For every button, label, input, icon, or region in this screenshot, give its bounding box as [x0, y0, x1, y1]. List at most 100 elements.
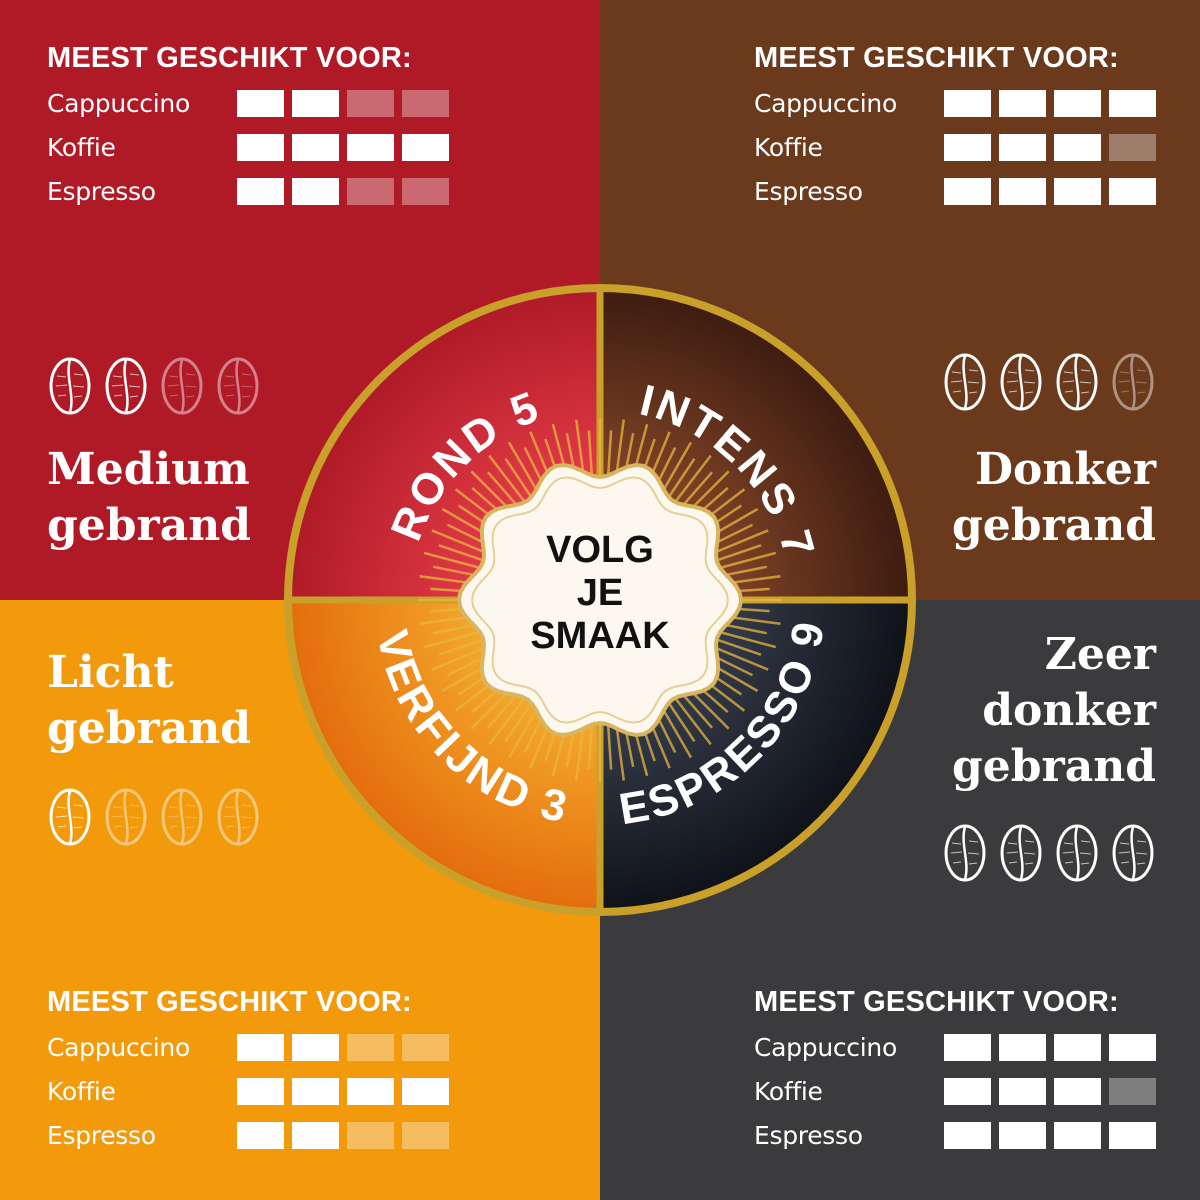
- center-text: VOLG: [546, 529, 654, 571]
- rating-bar: [237, 1033, 284, 1061]
- suitability-row: Cappuccino: [754, 1025, 1164, 1069]
- rating-bar: [347, 133, 394, 161]
- rating-bar: [1054, 177, 1101, 205]
- roast-line: Medium: [47, 444, 250, 495]
- rating-bar: [999, 89, 1046, 117]
- rating-bar: [347, 1077, 394, 1105]
- rating-bars: [237, 1033, 449, 1061]
- rating-bar: [237, 133, 284, 161]
- suitability-row: Koffie: [47, 125, 457, 169]
- rating-bar: [402, 1077, 449, 1105]
- coffee-bean-icon: [1112, 824, 1154, 882]
- rating-bar: [944, 1121, 991, 1149]
- rating-bar: [1109, 1033, 1156, 1061]
- suitability-row: Espresso: [47, 1113, 457, 1157]
- rating-bar: [1109, 133, 1156, 161]
- roast-line: Licht: [47, 647, 174, 698]
- rating-bar: [237, 1121, 284, 1149]
- suitability-title: MEEST GESCHIKT VOOR:: [754, 986, 1119, 1018]
- roast-line: gebrand: [47, 500, 251, 551]
- roast-line: Zeer: [1044, 629, 1156, 680]
- roast-label: Zeer donker gebrand: [952, 627, 1156, 795]
- roast-line: gebrand: [47, 703, 251, 754]
- suitability-block: MEEST GESCHIKT VOOR: Cappuccino Koffie Espr…: [754, 42, 1164, 213]
- rating-bar: [347, 177, 394, 205]
- rating-bar: [402, 1121, 449, 1149]
- roast-line: Donker: [974, 444, 1156, 495]
- coffee-bean-icon: [944, 824, 986, 882]
- rating-bar: [292, 89, 339, 117]
- drink-label: Espresso: [47, 176, 156, 206]
- coffee-bean-icon: [105, 788, 147, 846]
- drink-label: Espresso: [754, 1120, 863, 1150]
- suitability-row: Cappuccino: [754, 81, 1164, 125]
- rating-bar: [237, 1077, 284, 1105]
- rating-bar: [1109, 1121, 1156, 1149]
- coffee-bean-icon: [1112, 353, 1154, 411]
- rating-bar: [292, 133, 339, 161]
- roast-line: gebrand: [952, 741, 1156, 792]
- rating-bar: [402, 133, 449, 161]
- roast-line: gebrand: [952, 500, 1156, 551]
- drink-label: Espresso: [754, 176, 863, 206]
- suitability-row: Espresso: [754, 1113, 1164, 1157]
- rating-bar: [402, 177, 449, 205]
- rating-bar: [999, 1121, 1046, 1149]
- drink-label: Koffie: [47, 132, 116, 162]
- rating-bars: [237, 89, 449, 117]
- rating-bar: [1109, 177, 1156, 205]
- coffee-bean-icon: [161, 788, 203, 846]
- coffee-bean-icon: [49, 357, 91, 415]
- suitability-block: MEEST GESCHIKT VOOR: Cappuccino Koffie Espr…: [47, 42, 457, 213]
- drink-label: Cappuccino: [754, 1032, 897, 1062]
- drink-label: Cappuccino: [754, 88, 897, 118]
- drink-label: Cappuccino: [47, 1032, 190, 1062]
- rating-bars: [237, 1077, 449, 1105]
- drink-label: Koffie: [754, 132, 823, 162]
- coffee-bean-icon: [1056, 353, 1098, 411]
- suitability-row: Espresso: [47, 169, 457, 213]
- center-badge: [456, 462, 744, 738]
- bean-rating: [943, 352, 1155, 412]
- drink-label: Koffie: [47, 1076, 116, 1106]
- bean-rating: [943, 823, 1155, 883]
- suitability-row: Cappuccino: [47, 1025, 457, 1069]
- rating-bars: [944, 1121, 1156, 1149]
- rating-bar: [1054, 133, 1101, 161]
- rating-bars: [944, 177, 1156, 205]
- rating-bars: [237, 177, 449, 205]
- coffee-bean-icon: [1056, 824, 1098, 882]
- coffee-bean-icon: [105, 357, 147, 415]
- coffee-bean-icon: [1000, 824, 1042, 882]
- drink-label: Koffie: [754, 1076, 823, 1106]
- sun-ray: [669, 690, 712, 746]
- suitability-row: Koffie: [754, 125, 1164, 169]
- suitability-row: Espresso: [754, 169, 1164, 213]
- coffee-bean-icon: [217, 357, 259, 415]
- rating-bar: [292, 177, 339, 205]
- sun-ray: [669, 454, 712, 510]
- center-text: SMAAK: [530, 615, 670, 657]
- roast-label: Medium gebrand: [47, 442, 251, 554]
- rating-bar: [347, 89, 394, 117]
- rating-bars: [944, 89, 1156, 117]
- drink-label: Espresso: [47, 1120, 156, 1150]
- bean-rating: [48, 356, 260, 416]
- rating-bar: [237, 89, 284, 117]
- center-badge-inner: [470, 476, 730, 724]
- rating-bar: [402, 1033, 449, 1061]
- rating-bar: [1054, 1077, 1101, 1105]
- rating-bar: [402, 89, 449, 117]
- suitability-row: Cappuccino: [47, 81, 457, 125]
- rating-bar: [1054, 1121, 1101, 1149]
- coffee-bean-icon: [217, 788, 259, 846]
- rating-bar: [944, 177, 991, 205]
- rating-bar: [292, 1033, 339, 1061]
- rating-bar: [292, 1077, 339, 1105]
- rating-bar: [1109, 1077, 1156, 1105]
- rating-bar: [1054, 89, 1101, 117]
- rating-bar: [999, 1077, 1046, 1105]
- roast-line: donker: [982, 685, 1156, 736]
- rating-bar: [347, 1033, 394, 1061]
- rating-bar: [1054, 1033, 1101, 1061]
